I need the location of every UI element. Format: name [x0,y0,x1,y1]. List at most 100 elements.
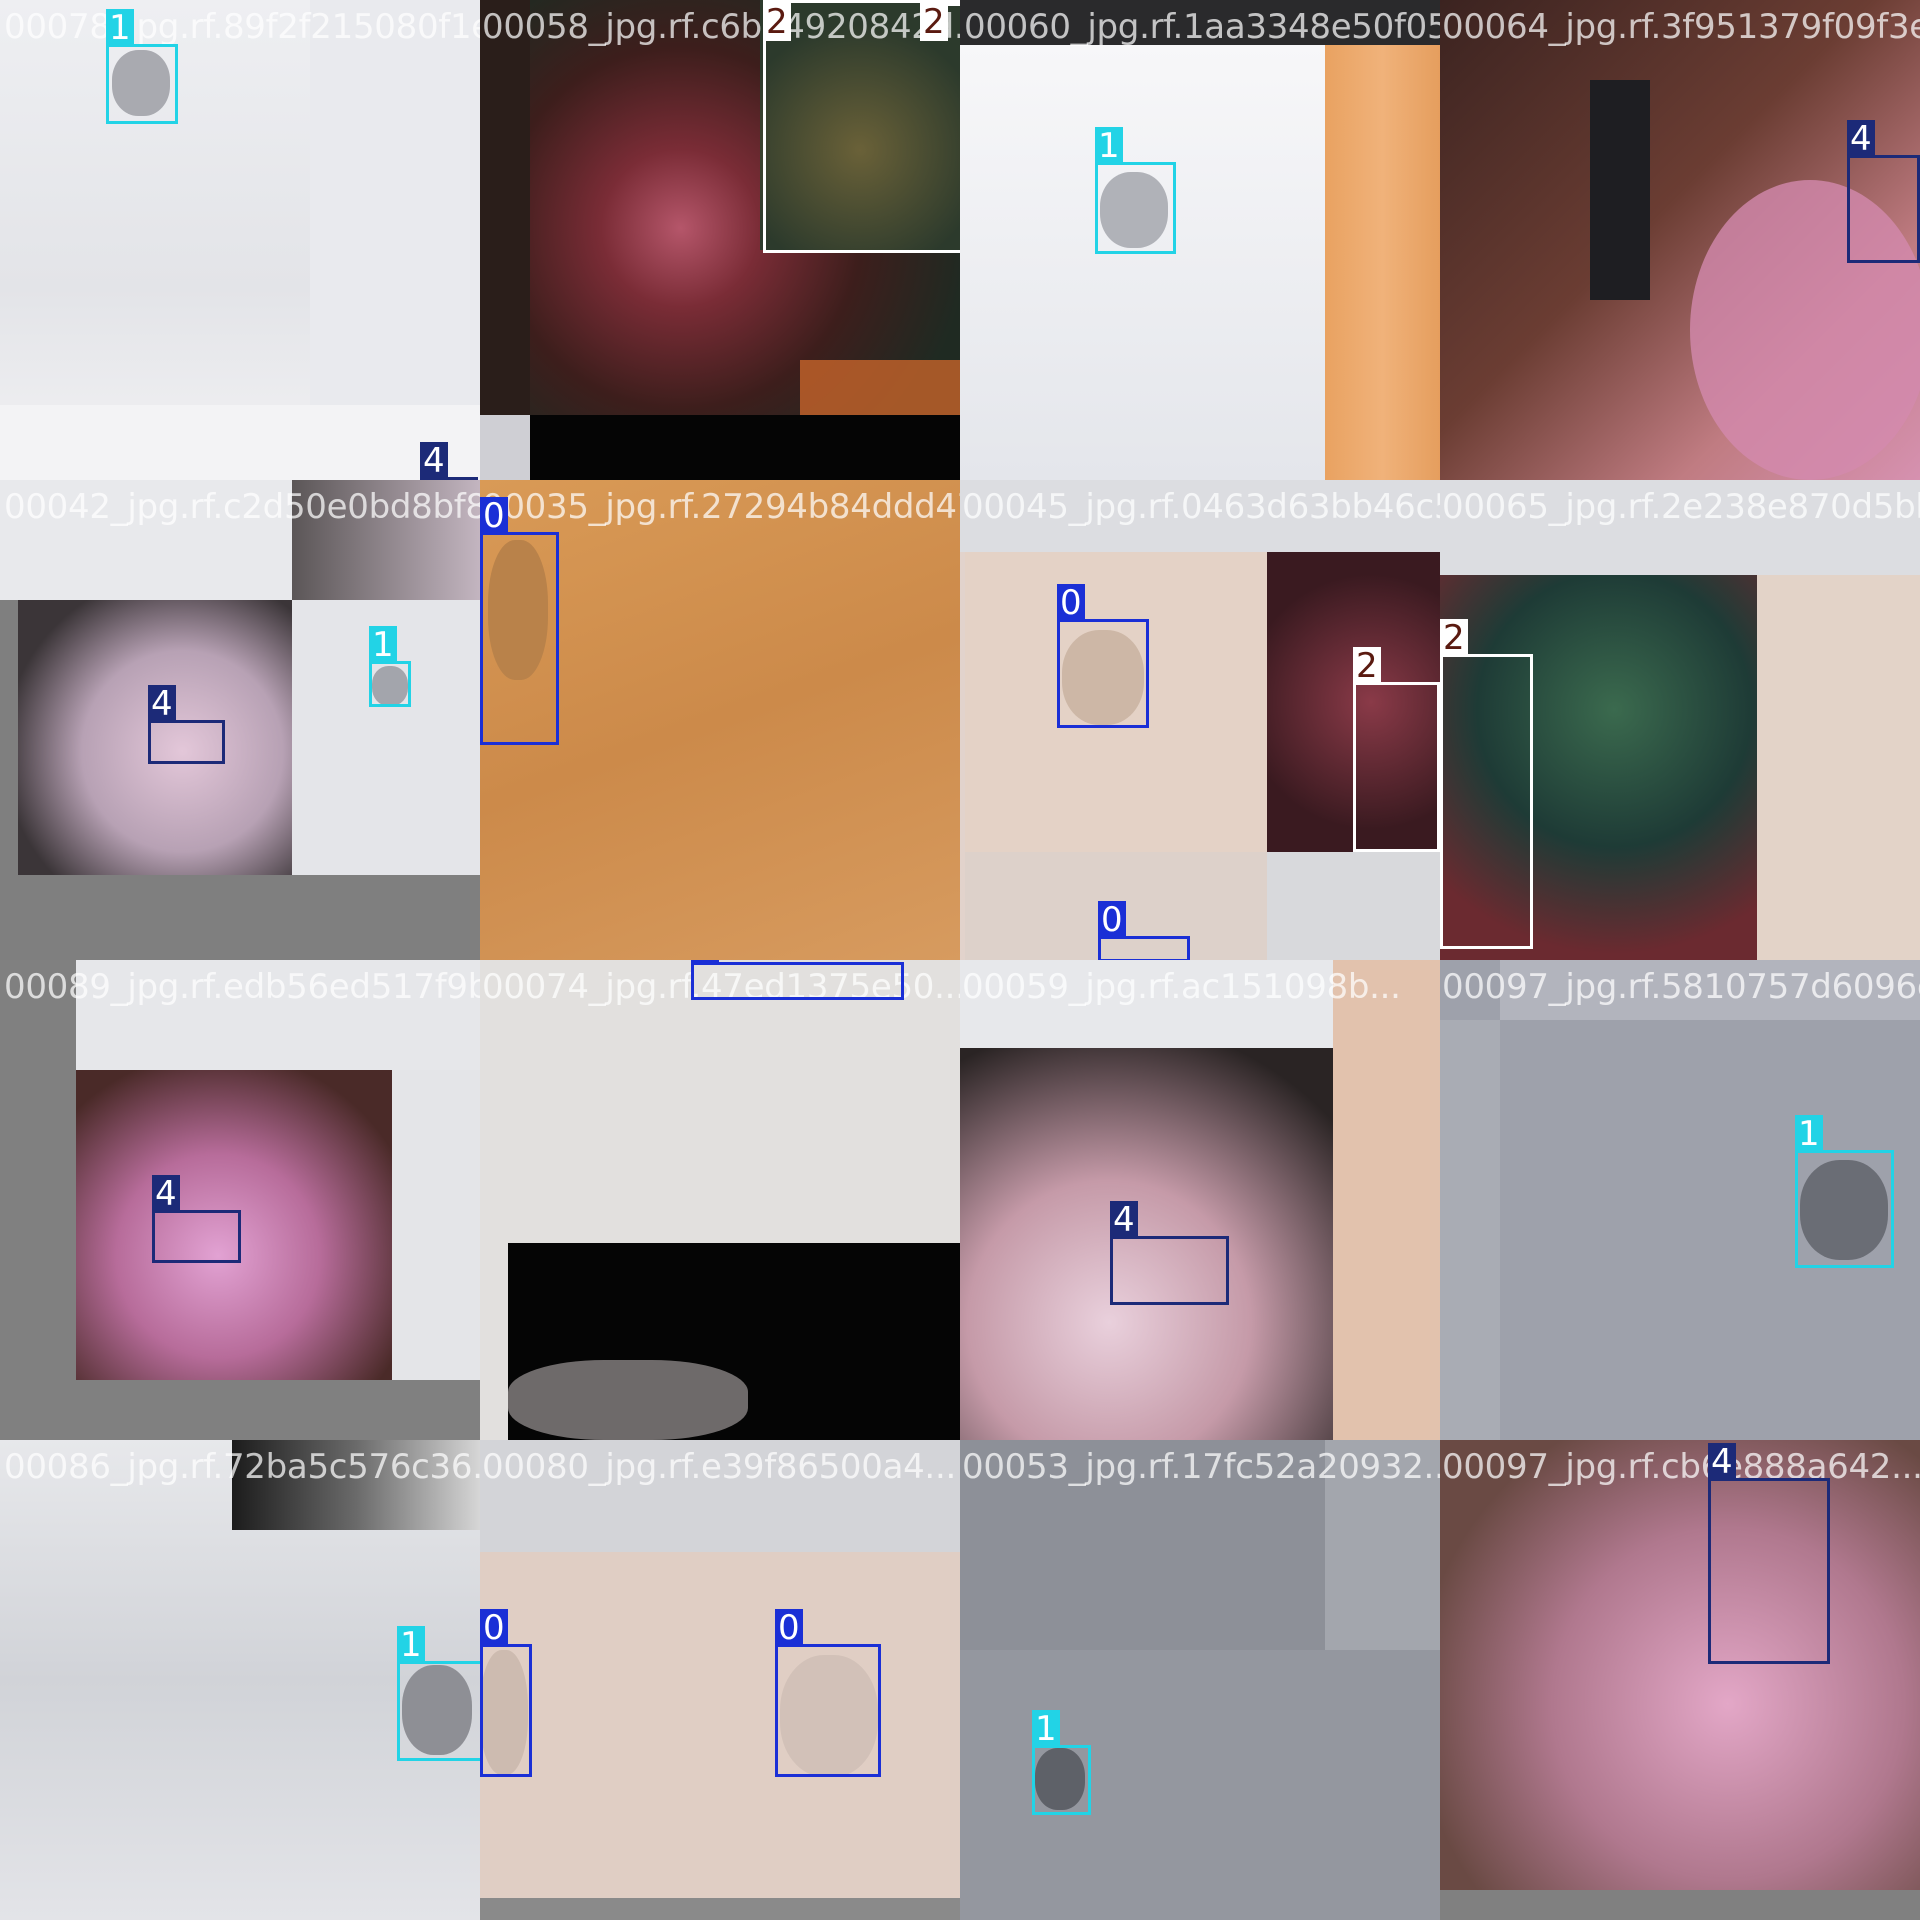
mosaic-tile-11: 00097_jpg.rf.5810757d6096ed... 1 [1440,960,1920,1440]
mosaic-tile-12: 00086_jpg.rf.72ba5c576c36... 1 [0,1440,480,1920]
sand-strip [1333,960,1440,1440]
snow-bottom [1267,852,1440,960]
gray-strip [960,480,1440,552]
bbox-snake: 0 [775,1609,881,1777]
wolf-shape [112,50,170,116]
tile-filename: 00097_jpg.rf.cb6e888a642... [1442,1447,1920,1487]
mosaic-tile-15: 00097_jpg.rf.cb6e888a642... 4 [1440,1440,1920,1920]
gray-strip [480,1440,960,1552]
bbox-class-label: 1 [1795,1115,1823,1153]
bbox-wolf: 1 [106,9,178,124]
mosaic-tile-4: 00042_jpg.rf.c2d50e0bd8bf8... 4 1 [0,480,480,960]
sand-region [1757,575,1920,960]
bbox-class-label: 4 [420,442,448,480]
bbox-fish: 2 [1353,647,1440,852]
snake-shape [1062,630,1144,725]
bbox-class-label: 1 [1095,127,1123,165]
mosaic-tile-0: 00078_jpg.rf.89f2f215080f1e... 1 4 [0,0,480,480]
snow-side [392,1070,480,1380]
bbox-orchid: 4 [1708,1443,1830,1664]
snake-shape [480,1650,528,1775]
mosaic-tile-1: 00058_jpg.rf.c6b04920842d... 2 2 [480,0,960,480]
wolf-shape [1100,172,1168,248]
orchid-photo [960,1048,1333,1440]
bbox-orchid: 4 [1110,1201,1229,1305]
wolf-shape [372,666,408,706]
bbox-orchid: 4 [1847,120,1920,263]
bbox-wolf: 1 [369,626,411,707]
snow-left [1440,1020,1500,1440]
tile-filename: 00064_jpg.rf.3f951379f09f3eb... [1442,7,1920,47]
sand-strip [1325,45,1440,480]
gray-bottom [1440,1890,1920,1920]
snake-shape [780,1655,878,1777]
snow-strip [76,960,480,1070]
mosaic-tile-9: 00074_jpg.rf.47ed1375e50... 0 [480,960,960,1440]
reef-region-right [760,0,960,250]
orchid-photo [76,1070,392,1380]
bbox-class-label: 0 [1098,901,1126,939]
reef-region [1440,575,1757,960]
bbox-snake: 0 [691,960,904,1000]
snow-region [310,0,480,405]
black-strip [530,415,960,480]
bbox-wolf: 1 [1795,1115,1894,1268]
bbox-class-label: 0 [691,960,719,965]
snow-strip [0,405,480,480]
bbox-snake: 0 [1057,584,1149,728]
mosaic-tile-14: 00053_jpg.rf.17fc52a20932... 1 [960,1440,1440,1920]
orchid-petal [1690,180,1920,480]
bbox-class-label: 4 [148,685,176,723]
bbox-class-label: 2 [1353,647,1381,685]
reef-orange [800,360,960,420]
mosaic-tile-7: 00065_jpg.rf.2e238e870d5bb0... 2 [1440,480,1920,960]
orchid-top [292,480,480,600]
bbox-class-label: 2 [920,3,948,41]
orchid-bw [508,1360,748,1440]
mosaic-tile-13: 00080_jpg.rf.e39f86500a4... 0 0 [480,1440,960,1920]
wolf-shape [402,1665,472,1755]
bbox-orchid: 4 [420,442,478,480]
bbox-wolf: 1 [1032,1710,1091,1815]
bbox-snake: 0 [480,497,559,745]
bbox-class-label: 1 [106,9,134,47]
orchid-photo [18,600,292,875]
mosaic-tile-5: 00035_jpg.rf.27294b84ddd470ea... 0 [480,480,960,960]
dark-corner [232,1440,480,1530]
bbox-snake: 0 [480,1609,532,1777]
tile-filename: 00065_jpg.rf.2e238e870d5bb0... [1442,487,1920,527]
bbox-fish: 2 [1440,619,1533,949]
gray-bottom [480,1898,960,1920]
wolf-shape [1800,1160,1888,1260]
bbox-class-label: 4 [1708,1443,1736,1481]
bbox-class-label: 1 [1032,1710,1060,1748]
bbox-class-label: 0 [775,1609,803,1647]
bbox-fish: 2 [763,0,960,253]
snow-right [1325,1440,1440,1650]
snow-top [1500,960,1920,1020]
snake-shape [488,540,548,680]
bbox-snake: 0 [1098,901,1190,960]
snow-strip [0,480,292,600]
bbox-orchid: 4 [148,685,225,764]
dark-strip [960,0,1440,45]
bbox-wolf: 1 [1095,127,1176,254]
bbox-fish: 2 [920,0,960,41]
mosaic-tile-8: 00089_jpg.rf.edb56ed517f9b... 4 [0,960,480,1440]
dark-panel [1590,80,1650,300]
bbox-class-label: 4 [1110,1201,1138,1239]
bbox-class-label: 0 [1057,584,1085,622]
mosaic-tile-10: 00059_jpg.rf.ac151098b... 4 [960,960,1440,1440]
bbox-class-label: 0 [480,1609,508,1647]
bbox-class-label: 4 [152,1175,180,1213]
bbox-class-label: 1 [369,626,397,664]
snow-strip [960,960,1333,1048]
gray-strip [480,415,530,480]
bbox-orchid: 4 [152,1175,241,1263]
tile-filename: 00035_jpg.rf.27294b84ddd470ea... [482,487,960,527]
bbox-class-label: 0 [480,497,508,535]
snow-region [960,45,1325,480]
bbox-class-label: 2 [1440,619,1468,657]
bbox-class-label: 4 [1847,120,1875,158]
